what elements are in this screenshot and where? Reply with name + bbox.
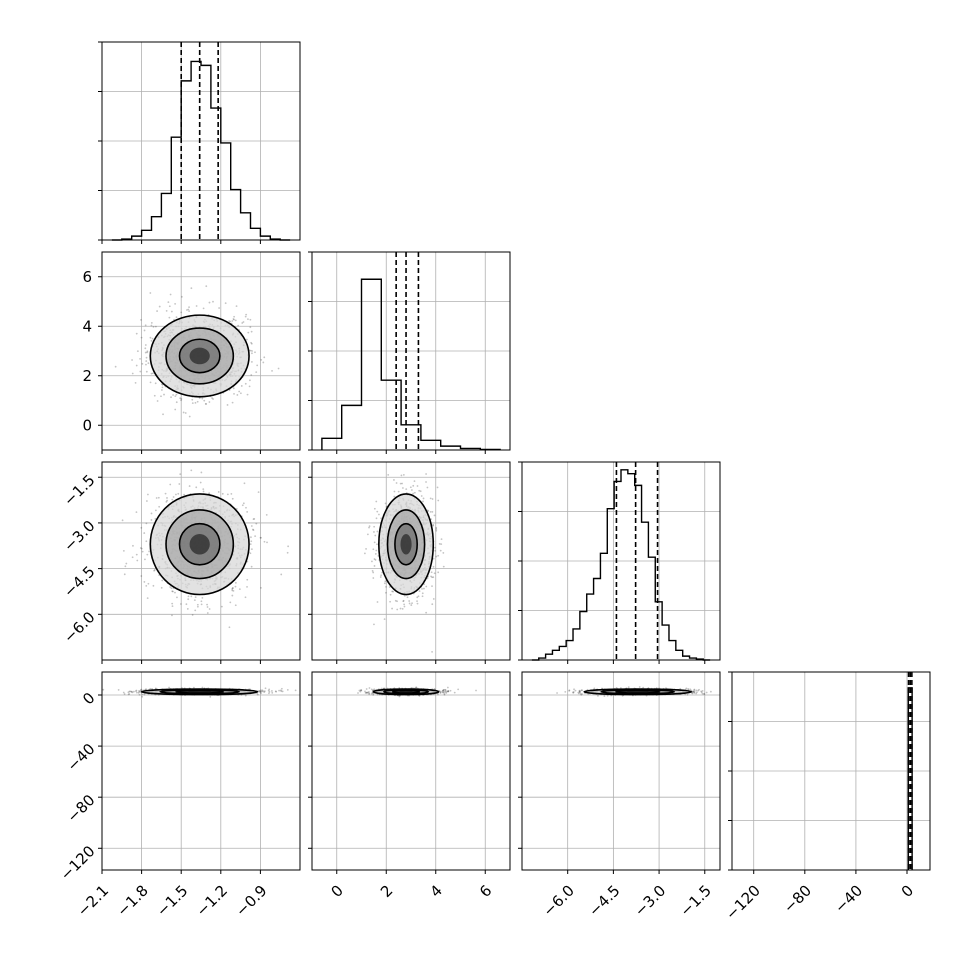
y-tick-label: 4 <box>82 318 92 336</box>
contour-line <box>178 338 221 374</box>
panel-1-1 <box>308 251 511 454</box>
histogram-2 <box>531 469 711 661</box>
contour-line <box>140 688 259 696</box>
x-tick-label: 4 <box>427 882 446 901</box>
x-tick-label: −120 <box>722 882 764 924</box>
panel-2-1 <box>308 461 511 664</box>
x-tick-label: −4.5 <box>585 882 623 920</box>
contour-line <box>149 493 250 596</box>
panel-2-2 <box>518 461 721 664</box>
y-tick-label: −80 <box>63 791 98 826</box>
contour-line <box>583 688 693 696</box>
y-tick-label: 0 <box>79 689 98 708</box>
y-tick-label: −6.0 <box>60 608 98 646</box>
density-level <box>189 347 210 365</box>
contour-line <box>165 509 235 580</box>
y-tick-label: −3.0 <box>60 517 98 555</box>
density-level <box>626 691 649 693</box>
scatter-points <box>102 686 297 698</box>
contour-line <box>175 689 225 694</box>
scatter-points <box>364 473 445 653</box>
x-tick-label: −6.0 <box>539 882 577 920</box>
histogram-1 <box>321 278 501 451</box>
panel-frame <box>311 461 511 661</box>
scatter-points <box>556 686 712 697</box>
contour-line <box>149 314 250 398</box>
scatter-points <box>114 285 280 418</box>
contour-line <box>391 689 421 694</box>
y-tick-label: 6 <box>82 268 92 286</box>
scatter-points <box>121 469 290 629</box>
x-tick-label: −2.1 <box>74 882 112 920</box>
x-tick-label: −3.0 <box>631 882 669 920</box>
x-tick-label: −1.5 <box>153 882 191 920</box>
x-tick-label: −0.9 <box>232 882 270 920</box>
contour-line <box>178 522 221 566</box>
panel-frame <box>101 671 301 871</box>
histogram-0 <box>111 60 291 241</box>
scatter-points <box>357 686 477 698</box>
panel-frame <box>521 671 721 871</box>
density-level <box>399 691 413 693</box>
y-tick-label: 2 <box>82 367 92 385</box>
panel-1-0 <box>98 251 301 454</box>
x-tick-label: 0 <box>328 882 347 901</box>
contour-line <box>378 493 435 596</box>
contour-line <box>165 327 235 385</box>
x-tick-label: −1.2 <box>193 882 231 920</box>
y-tick-label: −4.5 <box>60 562 98 600</box>
contour-line <box>372 688 440 696</box>
y-tick-label: 0 <box>82 417 92 435</box>
x-tick-label: 6 <box>476 882 495 901</box>
contour-line <box>386 509 426 580</box>
x-tick-label: −40 <box>831 882 866 917</box>
x-tick-label: 2 <box>377 882 396 901</box>
panel-frame <box>101 461 301 661</box>
density-level <box>400 533 412 555</box>
panel-3-2 <box>518 671 721 874</box>
contour-line <box>615 689 661 694</box>
y-tick-label: −40 <box>63 740 98 775</box>
panel-frame <box>311 671 511 871</box>
panel-3-0 <box>98 671 301 874</box>
panel-frame <box>101 251 301 451</box>
density-level <box>187 691 212 693</box>
panel-3-1 <box>308 671 511 874</box>
x-tick-label: −1.5 <box>677 882 715 920</box>
y-tick-label: −1.5 <box>60 471 98 509</box>
panel-2-0 <box>98 461 301 664</box>
contour-line <box>394 522 418 566</box>
panel-0-0 <box>98 41 301 244</box>
density-level <box>189 533 210 555</box>
x-tick-label: −1.8 <box>113 882 151 920</box>
y-tick-label: −120 <box>57 842 99 884</box>
panel-3-3 <box>728 671 931 874</box>
x-tick-label: −80 <box>780 882 815 917</box>
x-tick-label: 0 <box>898 882 917 901</box>
